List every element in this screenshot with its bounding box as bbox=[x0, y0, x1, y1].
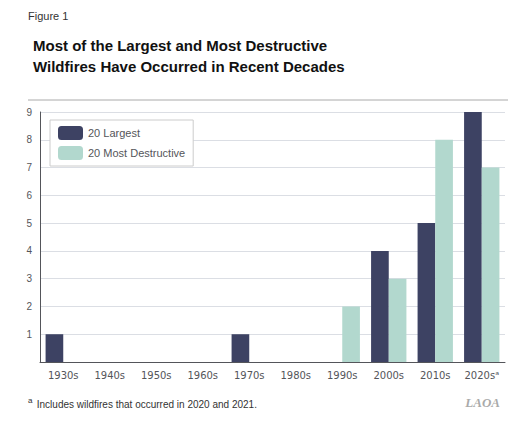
svg-text:6: 6 bbox=[26, 190, 32, 201]
svg-text:1960s: 1960s bbox=[187, 370, 218, 381]
svg-text:5: 5 bbox=[26, 218, 32, 229]
svg-text:4: 4 bbox=[26, 245, 32, 256]
svg-text:20 Most Destructive: 20 Most Destructive bbox=[88, 147, 185, 159]
svg-text:3: 3 bbox=[26, 273, 32, 284]
svg-text:1: 1 bbox=[26, 329, 32, 340]
svg-text:1980s: 1980s bbox=[280, 370, 311, 381]
svg-text:9: 9 bbox=[26, 107, 32, 118]
svg-text:a: a bbox=[28, 396, 33, 405]
svg-text:2010s: 2010s bbox=[420, 370, 451, 381]
svg-text:Most of the Largest and Most D: Most of the Largest and Most Destructive bbox=[33, 37, 327, 54]
svg-text:Figure 1: Figure 1 bbox=[28, 10, 68, 22]
svg-text:1940s: 1940s bbox=[94, 370, 125, 381]
svg-text:2020sᵃ: 2020sᵃ bbox=[464, 370, 499, 381]
svg-text:2000s: 2000s bbox=[373, 370, 404, 381]
svg-text:1950s: 1950s bbox=[141, 370, 172, 381]
svg-text:1990s: 1990s bbox=[327, 370, 358, 381]
svg-text:7: 7 bbox=[26, 162, 32, 173]
svg-text:8: 8 bbox=[26, 134, 32, 145]
svg-text:Wildfires Have Occurred in Rec: Wildfires Have Occurred in Recent Decade… bbox=[33, 58, 345, 75]
svg-text:2: 2 bbox=[26, 301, 32, 312]
svg-text:LAOA: LAOA bbox=[464, 395, 500, 410]
svg-text:1970s: 1970s bbox=[234, 370, 265, 381]
svg-text:Includes wildfires that occurr: Includes wildfires that occurred in 2020… bbox=[34, 399, 257, 410]
svg-text:1930s: 1930s bbox=[48, 370, 79, 381]
svg-text:20 Largest: 20 Largest bbox=[88, 127, 140, 139]
